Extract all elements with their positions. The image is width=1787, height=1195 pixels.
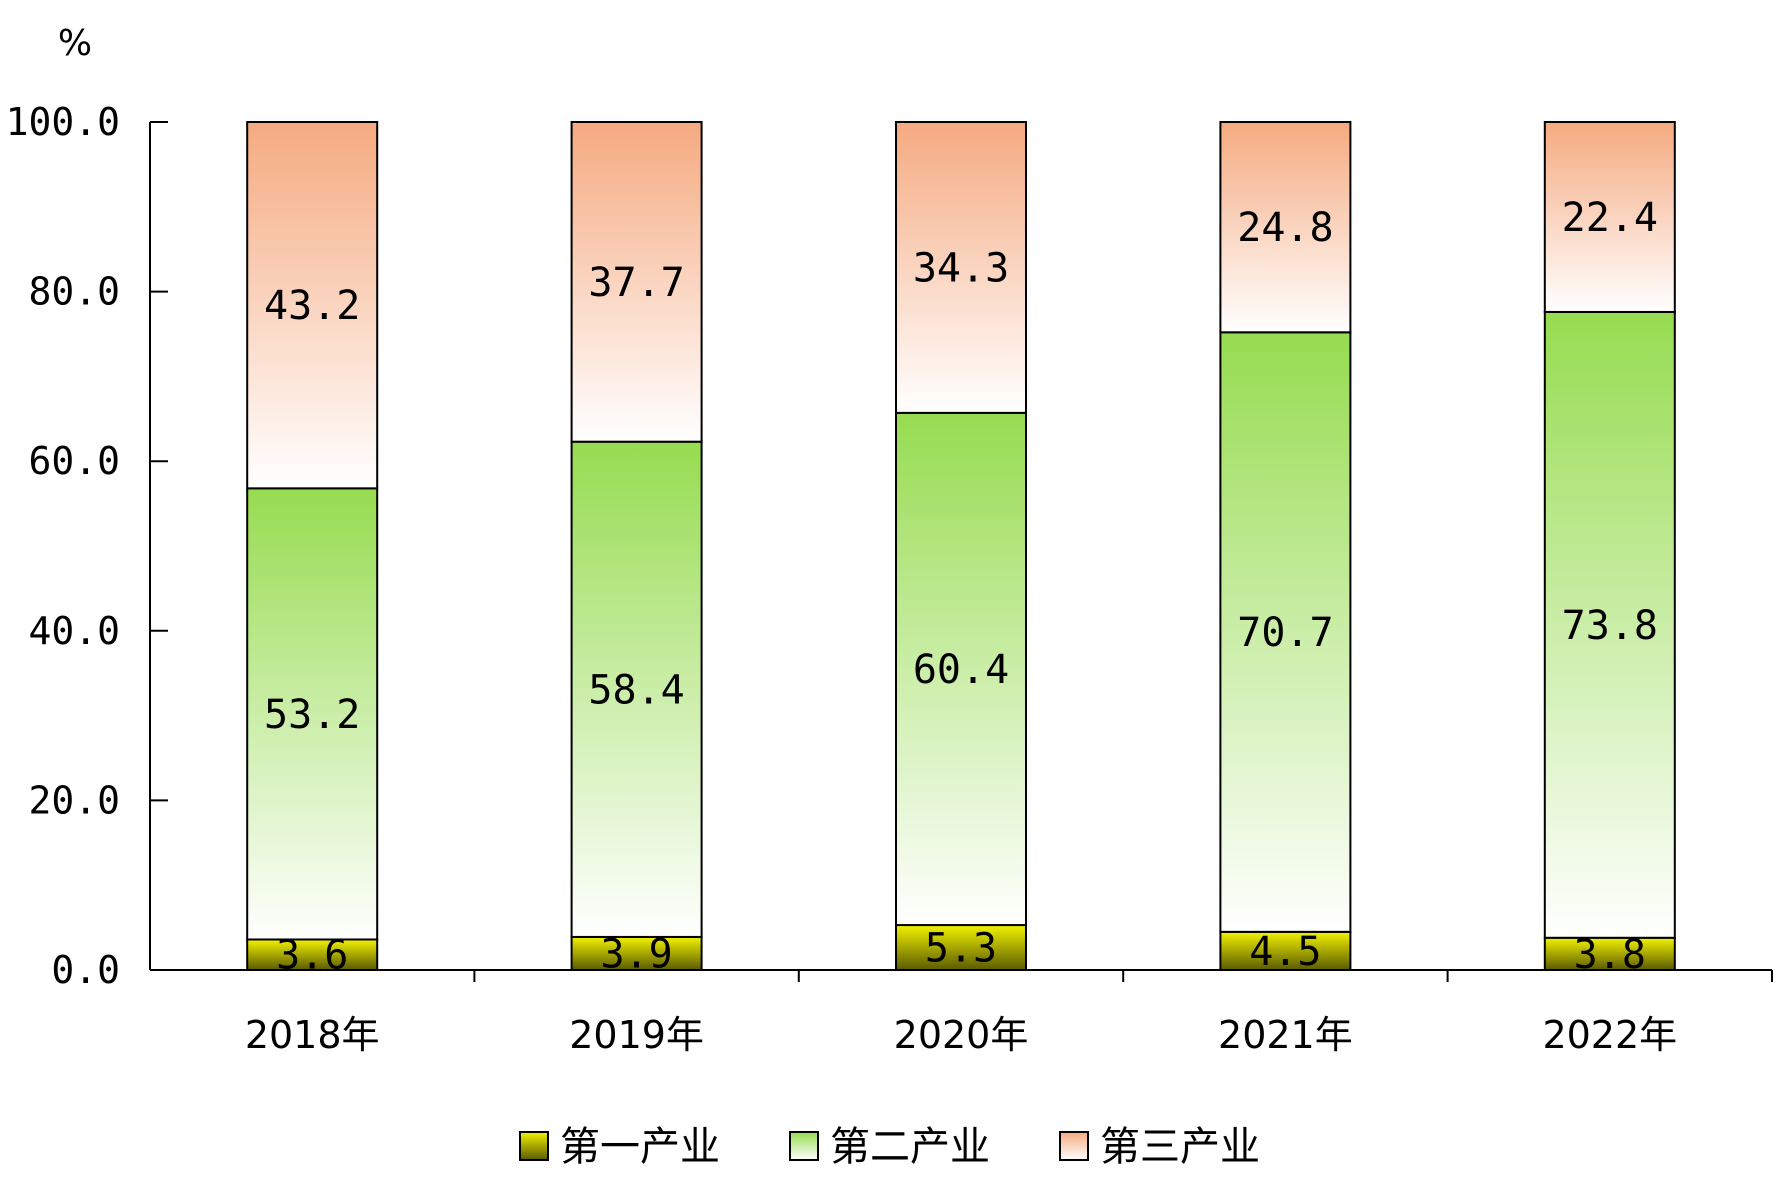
bars <box>246 121 1676 972</box>
data-label: 5.3 <box>925 926 997 972</box>
data-label: 53.2 <box>264 692 360 738</box>
data-label: 73.8 <box>1562 603 1658 649</box>
legend-swatch <box>789 1131 819 1161</box>
data-label: 60.4 <box>913 647 1009 693</box>
bar-segment-s2 <box>1219 121 1352 334</box>
data-label: 3.9 <box>600 931 672 977</box>
data-label: 22.4 <box>1562 195 1658 241</box>
y-unit-label: % <box>58 23 92 64</box>
bar-segment-s2 <box>895 121 1027 414</box>
y-tick-label: 20.0 <box>28 778 120 822</box>
data-label: 58.4 <box>588 667 684 713</box>
x-tick-label: 2022年 <box>1542 1013 1677 1057</box>
x-tick-label: 2020年 <box>894 1013 1029 1057</box>
bar-segment-s0 <box>895 924 1027 972</box>
legend: 第一产业 第二产业 第三产业 <box>519 1124 1260 1170</box>
y-tick-label: 80.0 <box>28 270 120 314</box>
bar-segment-s2 <box>1543 121 1676 313</box>
bar-segment-s0 <box>246 938 379 971</box>
bar-segment-s1 <box>1543 310 1676 939</box>
data-label: 24.8 <box>1237 205 1333 251</box>
bar-segment-s0 <box>1543 936 1676 971</box>
x-tick-label: 2021年 <box>1218 1013 1353 1057</box>
x-tick-label: 2018年 <box>245 1013 380 1057</box>
legend-label: 第二产业 <box>830 1124 990 1170</box>
bar-segment-s1 <box>570 440 703 938</box>
legend-swatch <box>1059 1131 1089 1161</box>
y-axis: 0.0 20.0 40.0 60.0 80.0 100.0 <box>6 100 168 992</box>
legend-label: 第三产业 <box>1100 1124 1260 1170</box>
y-tick-label: 0.0 <box>51 948 120 992</box>
y-tick-label: 60.0 <box>28 439 120 483</box>
y-tick-label: 100.0 <box>6 100 120 144</box>
bar-segment-s2 <box>246 121 379 490</box>
data-label: 37.7 <box>588 260 684 306</box>
data-labels: 3.6 53.2 43.2 3.9 58.4 37.7 5.3 60.4 34.3 4.5 70.7… <box>264 195 1658 979</box>
x-tick-label: 2019年 <box>569 1013 704 1057</box>
data-label: 3.8 <box>1574 932 1646 978</box>
data-label: 43.2 <box>264 283 360 329</box>
bar-segment-s0 <box>1219 930 1352 972</box>
bar-segment-s2 <box>570 121 703 443</box>
y-tick-label: 40.0 <box>28 609 120 653</box>
bar-segment-s1 <box>895 411 1027 927</box>
data-label: 34.3 <box>913 245 1009 291</box>
bar-segment-s0 <box>570 935 703 971</box>
data-label: 4.5 <box>1249 929 1321 975</box>
data-label: 70.7 <box>1237 610 1333 656</box>
legend-swatch <box>519 1131 549 1161</box>
bar-segment-s1 <box>246 487 379 941</box>
legend-label: 第一产业 <box>560 1124 720 1170</box>
data-label: 3.6 <box>276 933 348 979</box>
x-axis: 2018年 2019年 2020年 2021年 2022年 <box>150 969 1773 1057</box>
